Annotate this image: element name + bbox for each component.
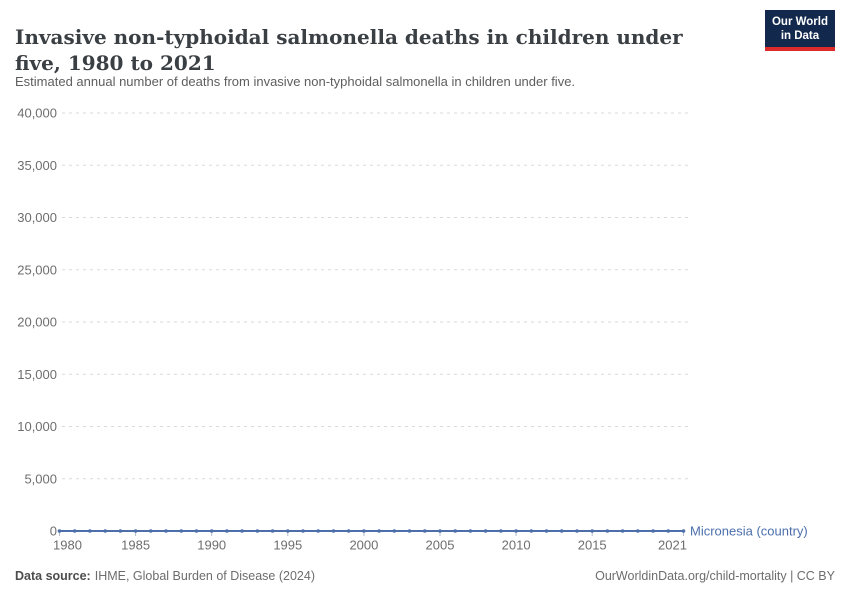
data-point[interactable]	[559, 529, 564, 533]
data-point[interactable]	[468, 529, 473, 533]
x-tick-label: 2015	[578, 538, 607, 553]
data-point[interactable]	[681, 529, 686, 533]
data-point[interactable]	[362, 529, 366, 533]
data-point[interactable]	[636, 529, 640, 533]
data-point[interactable]	[666, 529, 671, 533]
data-point[interactable]	[209, 529, 214, 533]
x-tick-label: 1985	[121, 538, 150, 553]
data-point[interactable]	[514, 529, 518, 533]
data-point[interactable]	[118, 529, 123, 533]
data-point[interactable]	[483, 529, 488, 533]
x-tick-label: 1990	[197, 538, 226, 553]
data-point[interactable]	[255, 529, 260, 533]
data-point[interactable]	[590, 529, 594, 533]
owid-logo-line2: in Data	[780, 30, 820, 42]
y-tick-label: 25,000	[17, 262, 57, 277]
data-point[interactable]	[620, 529, 625, 533]
data-point[interactable]	[270, 529, 275, 533]
data-point[interactable]	[377, 529, 381, 533]
y-tick-label: 10,000	[17, 419, 57, 434]
data-point[interactable]	[286, 529, 290, 533]
data-point[interactable]	[103, 529, 107, 533]
data-point[interactable]	[88, 529, 92, 533]
y-tick-label: 30,000	[17, 210, 57, 225]
data-point[interactable]	[240, 529, 244, 533]
y-tick-label: 15,000	[17, 367, 57, 382]
data-point[interactable]	[544, 529, 549, 533]
y-tick-label: 40,000	[17, 106, 57, 121]
data-point[interactable]	[57, 529, 62, 533]
chart-title: Invasive non-typhoidal salmonella deaths…	[15, 25, 683, 76]
data-point[interactable]	[179, 529, 184, 533]
data-point[interactable]	[453, 529, 458, 533]
y-tick-label: 0	[50, 524, 57, 539]
data-point[interactable]	[164, 529, 168, 533]
data-source-label: Data source:	[15, 569, 91, 583]
x-tick-label: 2010	[502, 538, 531, 553]
x-tick-label: 2000	[349, 538, 378, 553]
data-point[interactable]	[651, 529, 655, 533]
data-point[interactable]	[438, 529, 442, 533]
owid-logo[interactable]: Our World in Data	[764, 10, 835, 51]
data-point[interactable]	[605, 529, 610, 533]
data-source-text: IHME, Global Burden of Disease (2024)	[94, 569, 315, 583]
data-point[interactable]	[149, 529, 153, 533]
data-point[interactable]	[407, 529, 412, 533]
data-point[interactable]	[499, 529, 503, 533]
x-tick-label: 2005	[426, 538, 455, 553]
x-tick-label: 1995	[273, 538, 302, 553]
data-point[interactable]	[72, 529, 77, 533]
credit-link[interactable]: OurWorldinData.org/child-mortality | CC …	[595, 569, 835, 583]
data-point[interactable]	[575, 529, 579, 533]
y-tick-label: 35,000	[17, 158, 57, 173]
series-label[interactable]: Micronesia (country)	[690, 524, 808, 539]
owid-logo-line1: Our World	[771, 16, 828, 28]
data-point[interactable]	[133, 529, 138, 533]
data-point[interactable]	[423, 529, 427, 533]
data-point[interactable]	[529, 529, 534, 533]
y-tick-label: 5,000	[24, 471, 57, 486]
data-point[interactable]	[194, 529, 199, 533]
data-point[interactable]	[346, 529, 351, 533]
x-tick-label: 2021	[658, 538, 687, 553]
data-point[interactable]	[392, 529, 397, 533]
data-point[interactable]	[331, 529, 336, 533]
data-point[interactable]	[301, 529, 305, 533]
chart-subtitle: Estimated annual number of deaths from i…	[15, 74, 576, 89]
chart-footer: Data source: IHME, Global Burden of Disea…	[15, 569, 835, 583]
y-tick-label: 20,000	[17, 315, 57, 330]
data-point[interactable]	[225, 529, 229, 533]
data-source: Data source: IHME, Global Burden of Disea…	[15, 569, 315, 583]
data-point[interactable]	[316, 529, 321, 533]
x-tick-label: 1980	[53, 538, 82, 553]
